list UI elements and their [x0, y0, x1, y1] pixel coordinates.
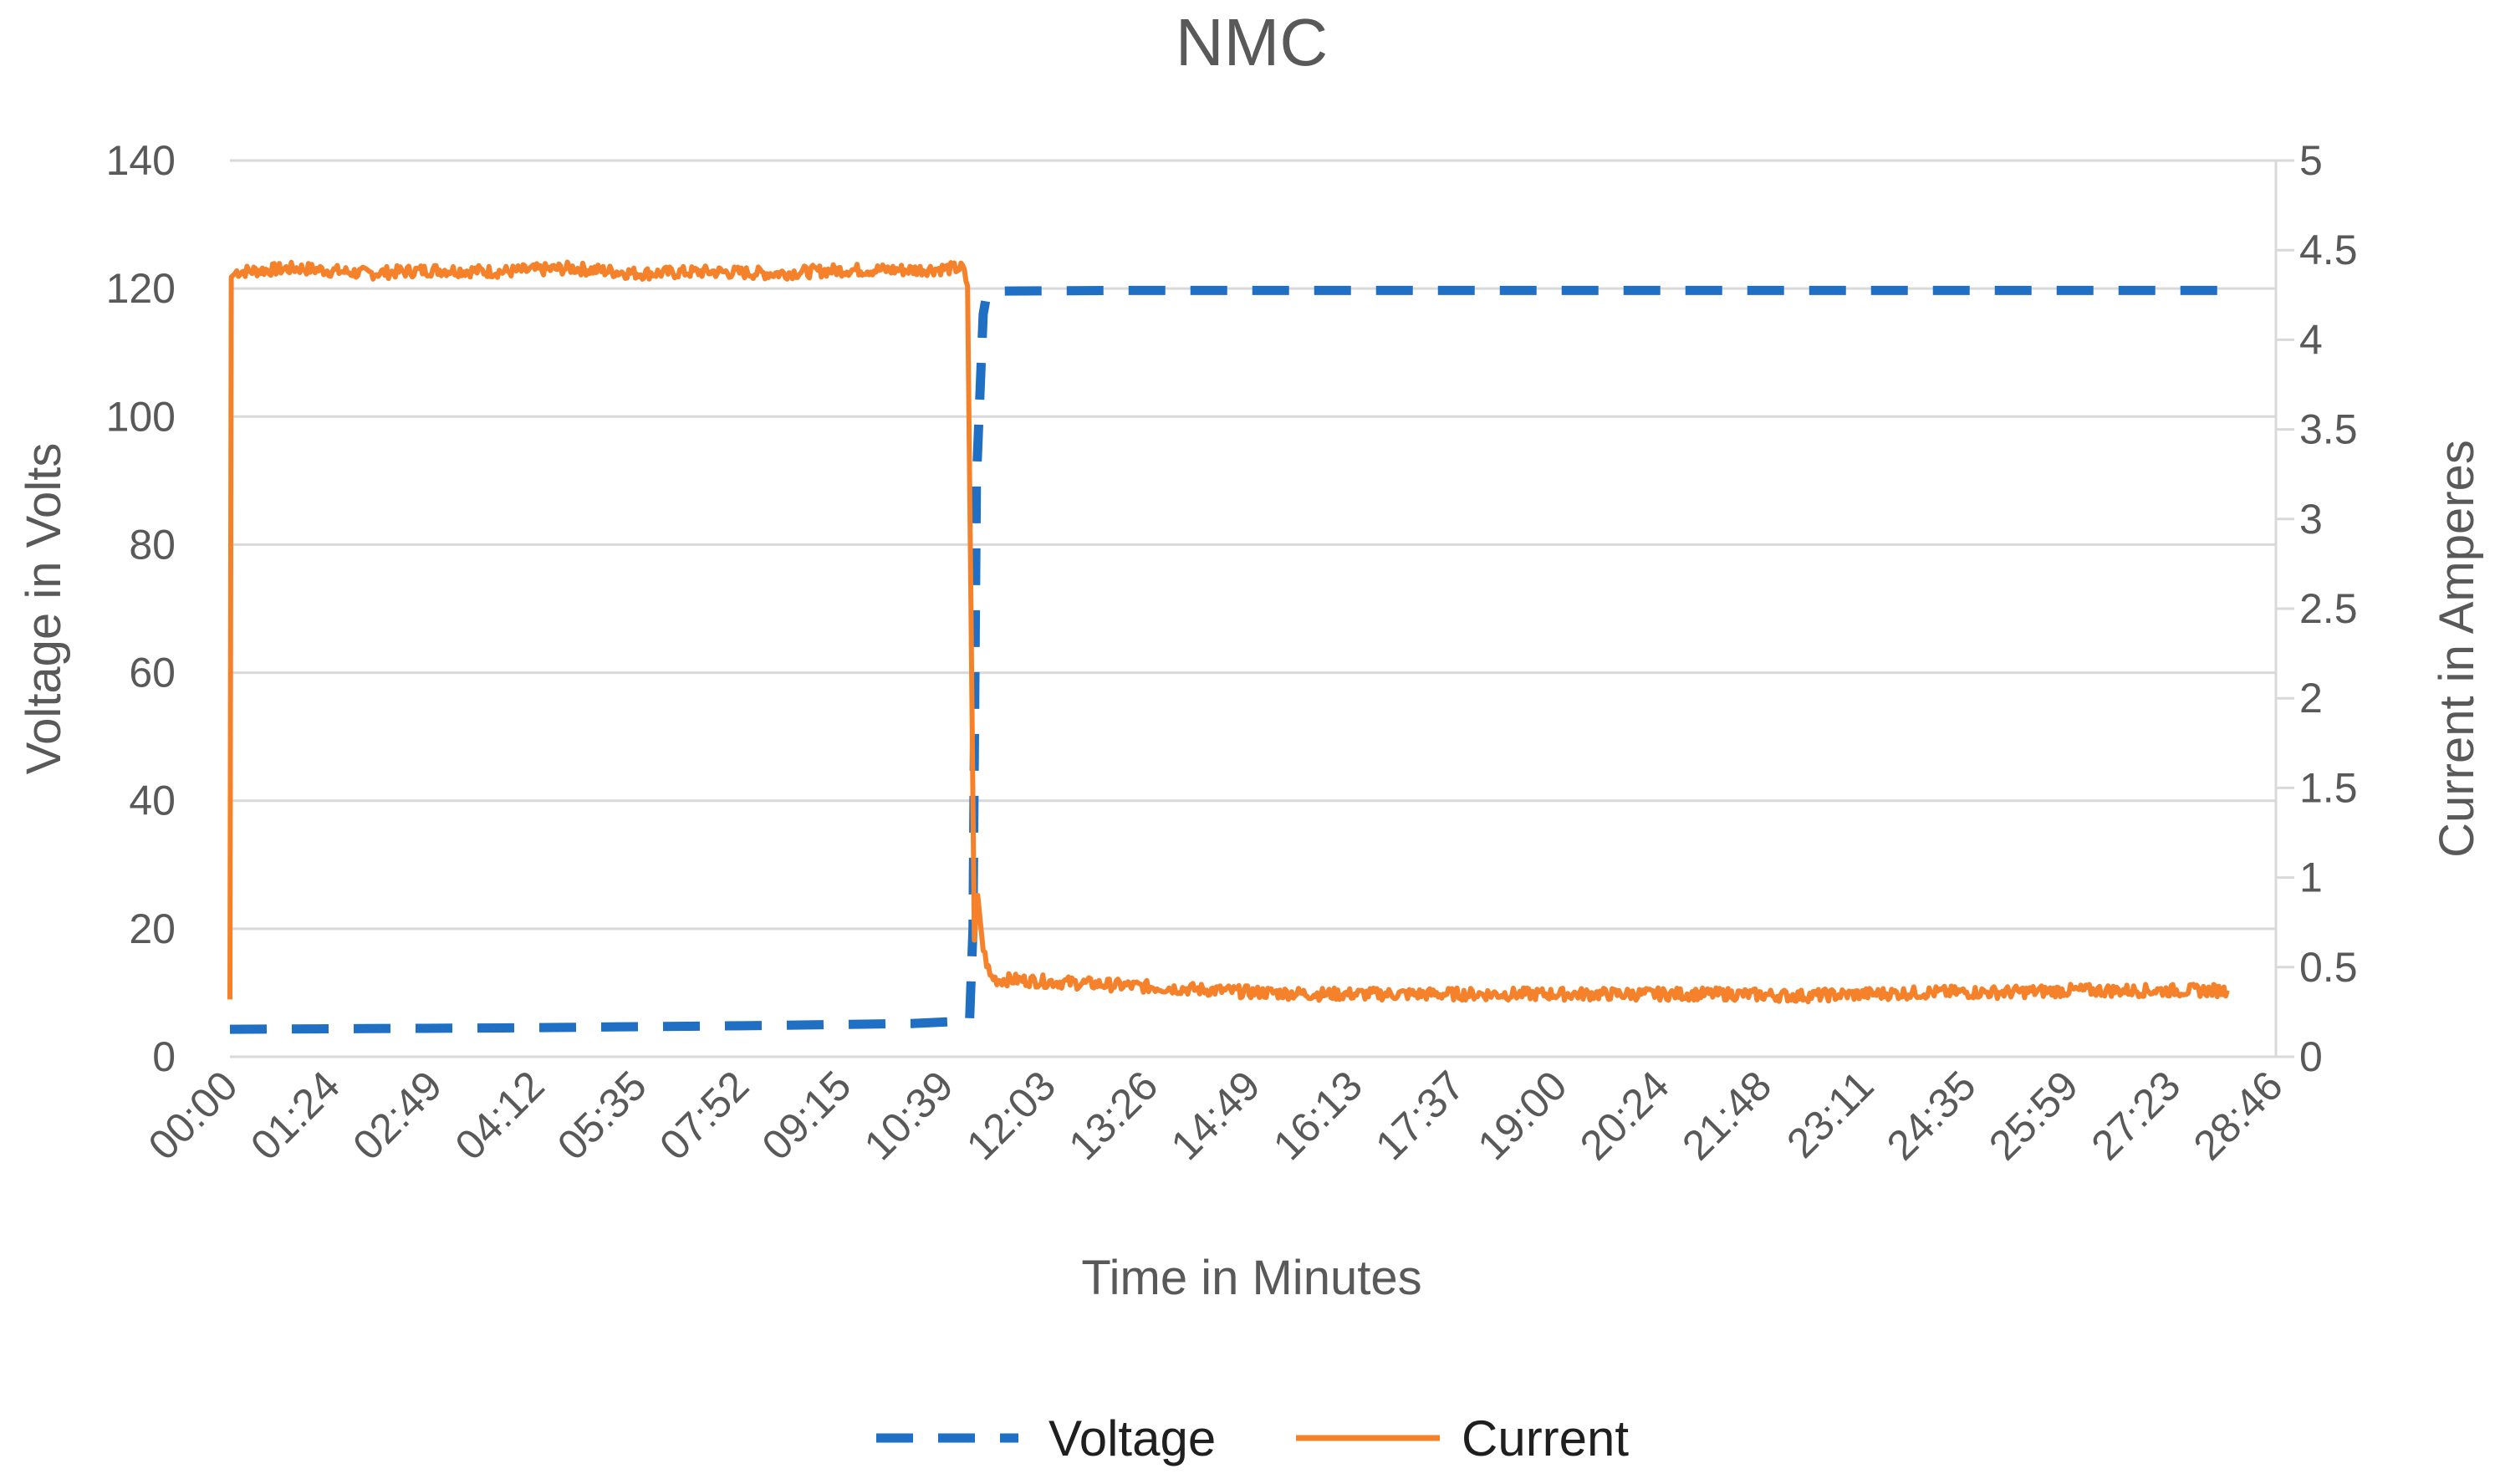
left-tick-label-3: 60 [129, 650, 176, 696]
x-tick-label-18: 25:59 [1980, 1062, 2087, 1169]
x-tick-label-1: 01:24 [242, 1062, 349, 1169]
right-tick-label-7: 3.5 [2299, 406, 2358, 453]
left-tick-label-2: 40 [129, 778, 176, 824]
right-tick-label-6: 3 [2299, 496, 2323, 543]
x-tick-label-10: 14:49 [1162, 1062, 1269, 1169]
x-tick-label-4: 05:35 [548, 1062, 656, 1169]
x-tick-label-19: 27:23 [2082, 1062, 2189, 1169]
legend: Voltage Current [876, 1410, 1629, 1466]
left-tick-label-6: 120 [106, 265, 176, 312]
y-axis-title: Voltage in Volts [17, 443, 71, 775]
x-tick-label-15: 21:48 [1673, 1062, 1780, 1169]
right-tick-label-1: 0.5 [2299, 944, 2358, 991]
right-tick-label-3: 1.5 [2299, 764, 2358, 811]
x-tick-label-8: 12:03 [957, 1062, 1064, 1169]
right-axis-ticks: 0 0.5 1 1.5 2 2.5 3 3.5 4 4.5 5 [2299, 137, 2358, 1080]
right-tick-label-9: 4.5 [2299, 227, 2358, 273]
y2-axis-title: Current in Amperes [2430, 440, 2484, 858]
left-tick-label-1: 20 [129, 905, 176, 952]
left-tick-label-7: 140 [106, 137, 176, 184]
x-tick-label-2: 02:49 [344, 1062, 451, 1169]
x-tick-label-17: 24:35 [1878, 1062, 1985, 1169]
series-voltage-line [229, 285, 2227, 1034]
left-axis-ticks: 0 20 40 60 80 100 120 140 [106, 137, 176, 1080]
right-tick-label-8: 4 [2299, 316, 2323, 363]
x-tick-label-3: 04:12 [446, 1062, 554, 1169]
x-tick-label-14: 20:24 [1571, 1062, 1678, 1169]
right-tick-label-0: 0 [2299, 1033, 2323, 1080]
x-tick-label-5: 07:52 [651, 1062, 758, 1169]
x-tick-label-9: 13:26 [1059, 1062, 1166, 1169]
right-tick-label-10: 5 [2299, 137, 2323, 184]
right-tick-label-5: 2.5 [2299, 585, 2358, 632]
x-tick-label-13: 19:00 [1469, 1062, 1576, 1169]
legend-voltage-label: Voltage [1048, 1410, 1216, 1466]
grid-layer [230, 159, 2294, 1058]
x-tick-label-12: 17:37 [1366, 1062, 1473, 1169]
x-axis-title: Time in Minutes [1081, 1251, 1421, 1305]
x-tick-label-7: 10:39 [855, 1062, 962, 1169]
left-tick-label-4: 80 [129, 521, 176, 568]
chart-title: NMC [1176, 5, 1328, 79]
left-tick-label-0: 0 [152, 1033, 176, 1080]
right-tick-label-4: 2 [2299, 675, 2323, 722]
series-layer [227, 259, 2230, 1034]
legend-current-label: Current [1462, 1410, 1629, 1466]
x-tick-label-6: 09:15 [753, 1062, 860, 1169]
x-tick-label-16: 23:11 [1778, 1062, 1882, 1166]
left-tick-label-5: 100 [106, 393, 176, 440]
x-axis-ticks: 00:0001:2402:4904:1205:3507:5209:1510:39… [140, 1062, 2292, 1169]
x-tick-label-11: 16:13 [1264, 1062, 1371, 1169]
right-tick-label-2: 1 [2299, 854, 2323, 901]
x-tick-label-20: 28:46 [2185, 1062, 2292, 1169]
series-current-line [227, 259, 2230, 1005]
